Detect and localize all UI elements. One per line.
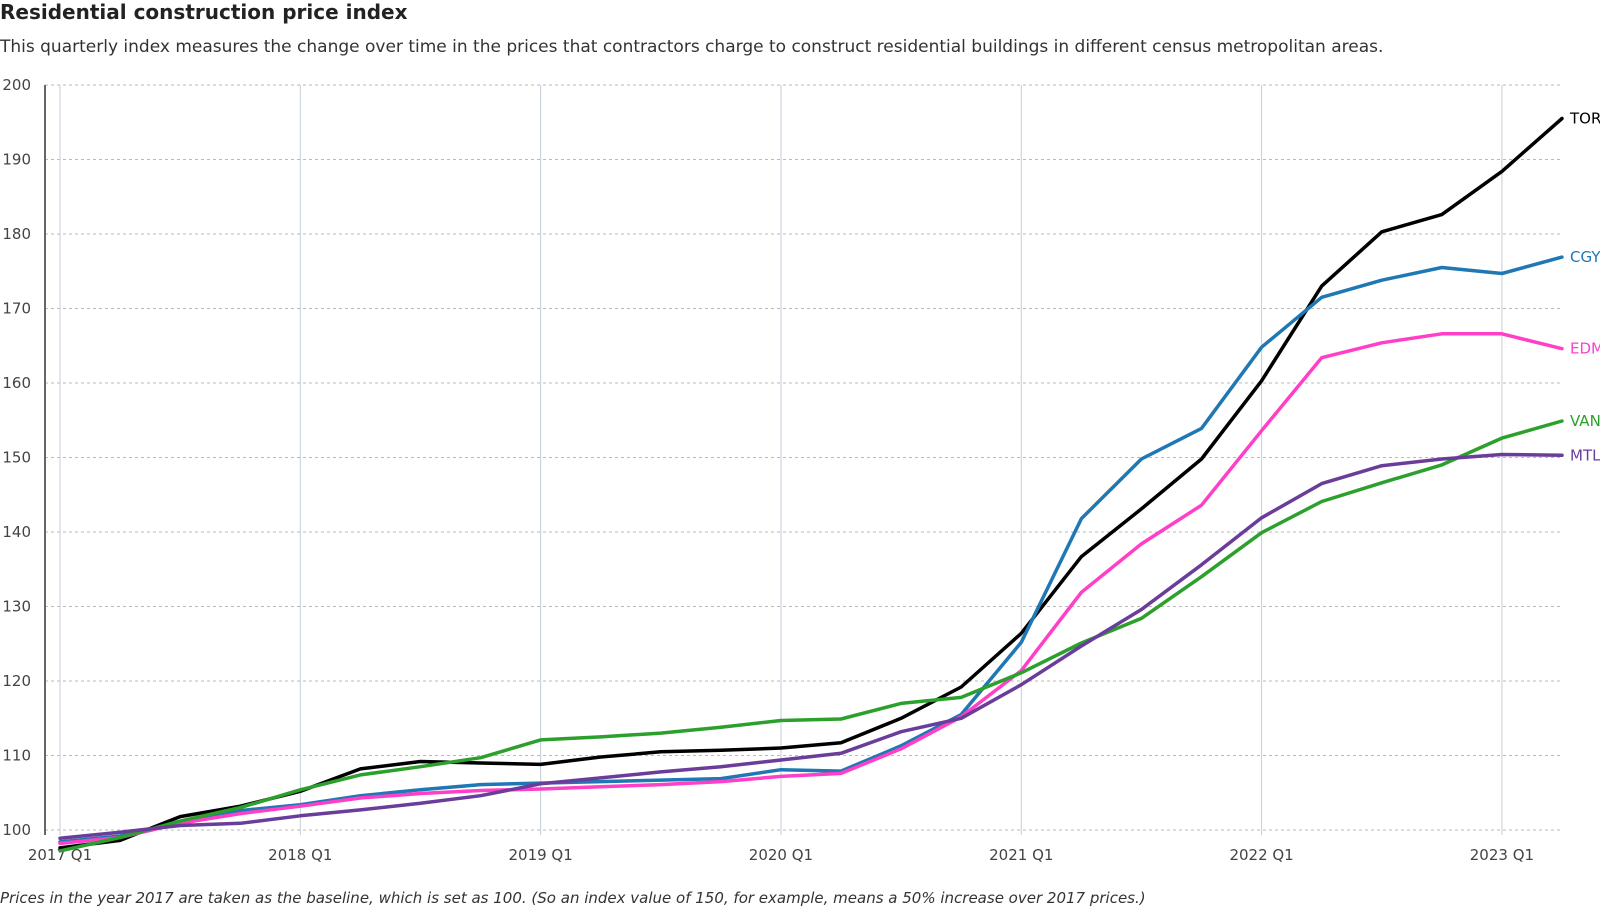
series-line-cgy xyxy=(58,255,1564,844)
series-line-edm xyxy=(58,332,1564,846)
y-tick-label: 120 xyxy=(2,672,31,690)
y-tick-label: 190 xyxy=(2,151,31,169)
series-label-mtl: MTL xyxy=(1570,446,1600,464)
footnote: Prices in the year 2017 are taken as the… xyxy=(0,889,1146,907)
x-tick-label: 2018 Q1 xyxy=(268,846,332,864)
series-label-edm: EDM xyxy=(1570,340,1600,358)
chart-grid xyxy=(45,84,1562,835)
series-lines xyxy=(58,116,1564,853)
series-labels: TOR CGY EDM VAN MTL xyxy=(1569,110,1600,465)
y-axis: 100 110 120 130 140 150 160 170 180 190 200 xyxy=(2,76,46,839)
series-line-tor xyxy=(58,116,1564,850)
y-tick-label: 170 xyxy=(2,300,31,318)
y-tick-label: 180 xyxy=(2,225,31,243)
x-tick-label: 2017 Q1 xyxy=(28,846,92,864)
y-tick-label: 200 xyxy=(2,76,31,94)
y-tick-label: 160 xyxy=(2,374,31,392)
series-line-van xyxy=(58,419,1564,853)
page-title: Residential construction price index xyxy=(0,0,408,24)
series-label-tor: TOR xyxy=(1569,110,1600,128)
series-label-van: VAN xyxy=(1570,412,1600,430)
chart-subtitle: This quarterly index measures the change… xyxy=(0,37,1384,57)
x-tick-label: 2020 Q1 xyxy=(749,846,813,864)
y-tick-label: 100 xyxy=(2,821,31,839)
series-label-cgy: CGY xyxy=(1570,248,1600,266)
y-tick-label: 150 xyxy=(2,449,31,467)
x-axis: 2017 Q1 2018 Q1 2019 Q1 2020 Q1 2021 Q1 2022 … xyxy=(28,846,1534,864)
y-tick-label: 110 xyxy=(2,747,31,765)
x-tick-label: 2021 Q1 xyxy=(989,846,1053,864)
x-tick-label: 2023 Q1 xyxy=(1470,846,1534,864)
x-tick-label: 2022 Q1 xyxy=(1229,846,1293,864)
y-tick-label: 130 xyxy=(2,598,31,616)
y-tick-label: 140 xyxy=(2,523,31,541)
x-tick-label: 2019 Q1 xyxy=(508,846,572,864)
series-line-mtl xyxy=(58,452,1564,840)
